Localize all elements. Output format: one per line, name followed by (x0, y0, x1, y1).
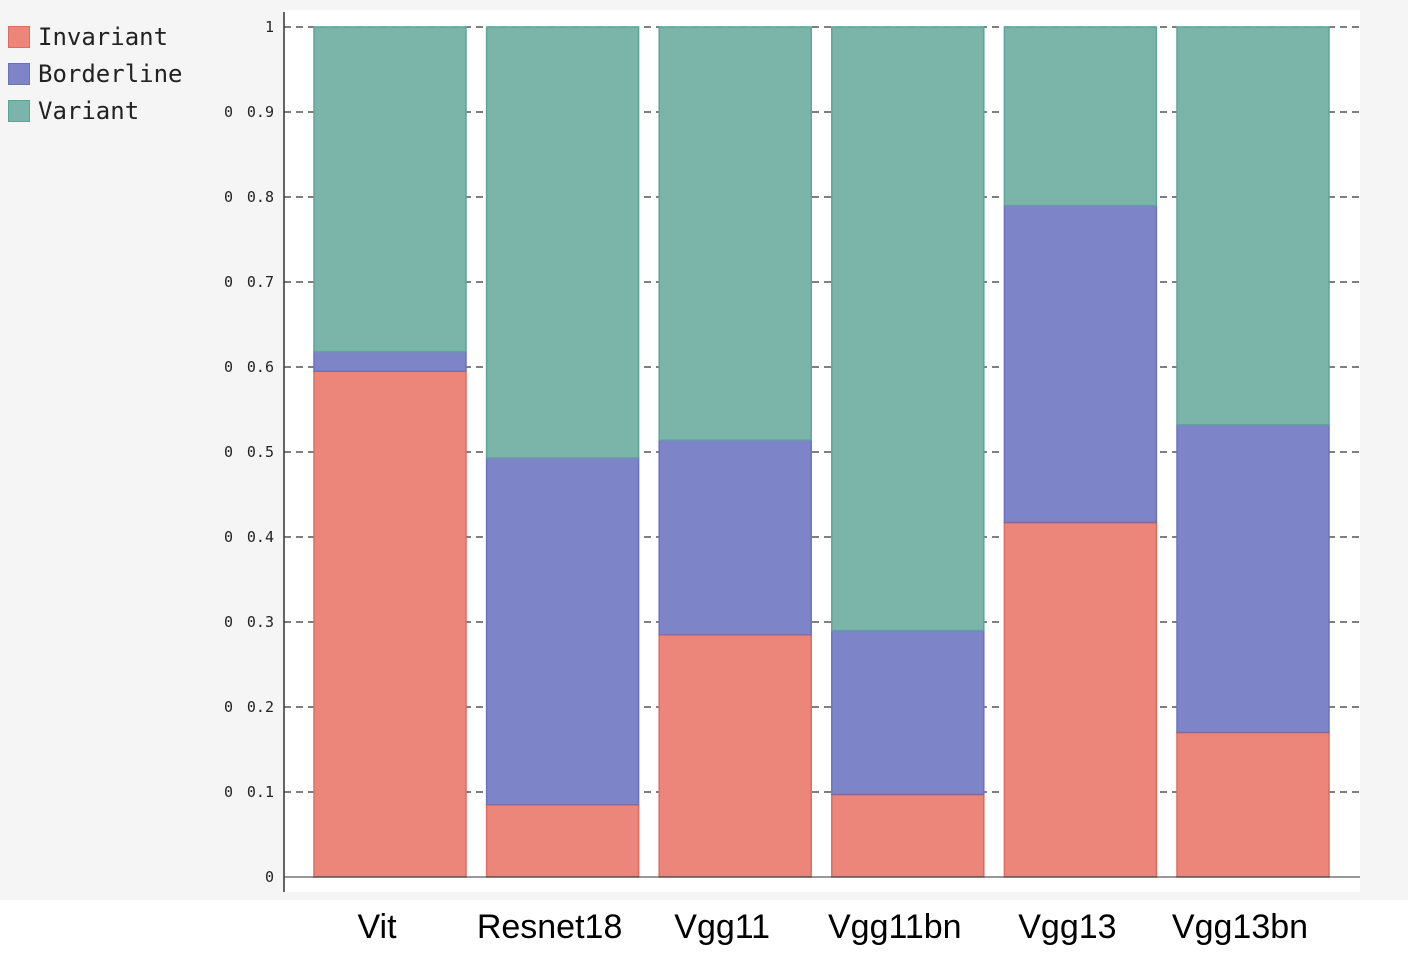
bar-borderline-resnet18[interactable] (485, 457, 640, 806)
legend-item-borderline[interactable]: Borderline (8, 55, 183, 92)
clipped-tick-glyph: 0 (224, 103, 233, 121)
bar-invariant-vgg11[interactable] (658, 634, 812, 878)
bar-variant-resnet18[interactable] (485, 26, 640, 459)
y-tick-label: 0.1 (247, 783, 274, 801)
bar-borderline-vgg11bn[interactable] (831, 629, 985, 796)
legend-label-variant: Variant (38, 96, 140, 125)
bars (313, 26, 1330, 878)
y-tick-label: 0.6 (247, 358, 274, 376)
y-tick-label: 0 (265, 868, 274, 886)
x-category-label: Vit (357, 908, 397, 946)
clipped-tick-glyph: 0 (224, 783, 233, 801)
y-tick-label: 0.4 (247, 528, 274, 546)
clipped-tick-glyph: 0 (224, 528, 233, 546)
x-category-labels: Vit Resnet18 Vgg11 Vgg11bn Vgg13 Vgg13bn (357, 908, 1308, 946)
bar-borderline-vgg13[interactable] (1003, 204, 1158, 524)
legend: Invariant Borderline Variant (8, 18, 183, 129)
bar-borderline-vgg13bn[interactable] (1176, 424, 1330, 734)
clipped-tick-glyph: 0 (224, 613, 233, 631)
x-category-label: Vgg11 (674, 908, 770, 946)
y-tick-label: 0.5 (247, 443, 274, 461)
x-category-label: Vgg11bn (828, 908, 962, 946)
legend-swatch-variant (8, 99, 30, 122)
bar-borderline-vgg11[interactable] (658, 439, 812, 636)
y-tick-label: 0.3 (247, 613, 274, 631)
y-tick-label: 1 (265, 18, 274, 36)
bar-variant-vgg13[interactable] (1003, 26, 1158, 207)
y-tick-label: 0.7 (247, 273, 274, 291)
bar-variant-vgg11bn[interactable] (831, 26, 985, 632)
clipped-tick-glyphs: 0 0 0 0 0 0 0 0 0 (224, 103, 233, 801)
x-category-label: Vgg13 (1018, 908, 1116, 946)
clipped-tick-glyph: 0 (224, 358, 233, 376)
x-category-label: Resnet18 (477, 908, 623, 946)
bar-invariant-vgg11bn[interactable] (831, 793, 985, 878)
clipped-tick-glyph: 0 (224, 698, 233, 716)
bar-invariant-vit[interactable] (313, 370, 467, 878)
legend-label-invariant: Invariant (38, 22, 169, 51)
bar-invariant-vgg13[interactable] (1003, 521, 1158, 878)
legend-swatch-invariant (8, 25, 30, 48)
clipped-tick-glyph: 0 (224, 188, 233, 206)
bar-variant-vit[interactable] (313, 26, 467, 353)
bar-borderline-vit[interactable] (313, 350, 467, 373)
legend-label-borderline: Borderline (38, 59, 183, 88)
y-tick-label: 0.2 (247, 698, 274, 716)
clipped-tick-glyph: 0 (224, 443, 233, 461)
y-tick-labels: 0 0.1 0.2 0.3 0.4 0.5 0.6 0.7 0.8 0.9 1 (247, 18, 274, 886)
bar-variant-vgg11[interactable] (658, 26, 812, 441)
bar-invariant-resnet18[interactable] (485, 804, 640, 878)
bar-variant-vgg13bn[interactable] (1176, 26, 1330, 426)
y-tick-label: 0.8 (247, 188, 274, 206)
bar-invariant-vgg13bn[interactable] (1176, 731, 1330, 878)
legend-swatch-borderline (8, 62, 30, 85)
legend-item-variant[interactable]: Variant (8, 92, 183, 129)
legend-item-invariant[interactable]: Invariant (8, 18, 183, 55)
axes (283, 12, 1360, 892)
x-category-label: Vgg13bn (1172, 908, 1308, 946)
y-tick-label: 0.9 (247, 103, 274, 121)
clipped-tick-glyph: 0 (224, 273, 233, 291)
